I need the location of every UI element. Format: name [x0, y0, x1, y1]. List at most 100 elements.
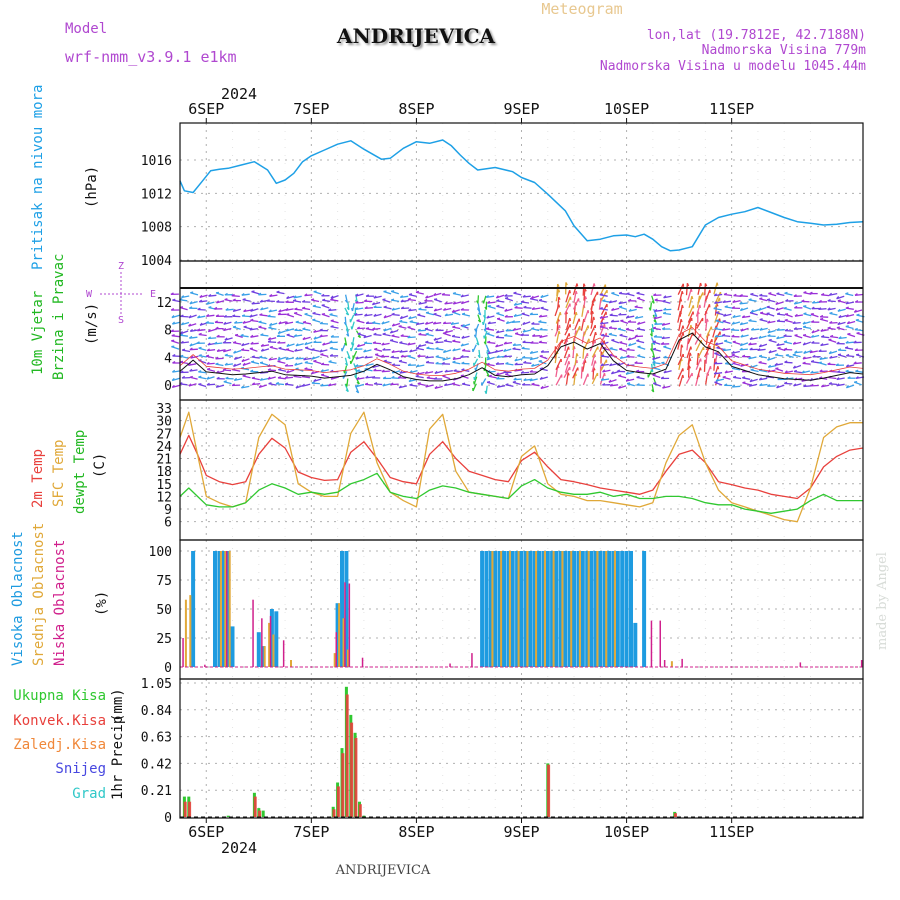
- wind-arrow: [538, 299, 547, 303]
- wind-arrow-head: [846, 353, 850, 357]
- wind-arrow-head: [714, 381, 718, 383]
- wind-arrow-head: [838, 336, 842, 340]
- wind-arrow-head: [827, 362, 831, 365]
- wind-arrow-head: [407, 297, 411, 301]
- wind-arrow: [293, 312, 303, 317]
- x-tick-label-top: 6SEP: [188, 100, 224, 118]
- precip-convective-bar: [336, 786, 340, 817]
- wind-arrow-head: [225, 376, 229, 380]
- wind-arrow-head: [637, 296, 641, 299]
- wind-arrow-head: [443, 339, 448, 342]
- wind-arrow-head: [189, 328, 194, 332]
- wind-arrow-head: [363, 341, 368, 344]
- wind-arrow-head: [222, 349, 226, 353]
- wind-arrow: [564, 303, 571, 315]
- wind-arrow: [460, 294, 469, 298]
- wind-arrow-head: [625, 378, 629, 382]
- wind-arrow-head: [768, 292, 772, 295]
- wind-arrow: [619, 341, 628, 346]
- wind-arrow: [811, 334, 820, 338]
- y-tick-label: 1016: [141, 154, 172, 169]
- wind-arrow-head: [260, 348, 264, 352]
- wind-compass-rose: Z W E S: [86, 261, 156, 326]
- wind-arrow-head: [322, 298, 326, 301]
- wind-arrow-head: [259, 377, 263, 381]
- cloud-high-bar: [620, 551, 625, 667]
- wind-arrow-head: [293, 295, 297, 299]
- wind-arrow-head: [845, 292, 849, 295]
- wind-arrow: [599, 323, 606, 336]
- wind-arrow-head: [188, 383, 192, 387]
- wind-arrow-head: [426, 376, 430, 379]
- wind-arrow-head: [503, 341, 507, 345]
- wind-arrow-head: [663, 370, 667, 374]
- wind-arrow-head: [293, 334, 297, 337]
- wind-arrow-head: [837, 348, 842, 351]
- wind-arrow: [574, 325, 581, 338]
- wind-arrow-head: [690, 288, 693, 292]
- cloud-high-bar: [340, 551, 344, 667]
- wind-arrow-head: [391, 375, 395, 379]
- cloud-mid-bar: [342, 618, 345, 667]
- wind-arrow-head: [714, 334, 718, 338]
- wind-arrow-head: [476, 300, 479, 304]
- wind-arrow-head: [477, 354, 481, 359]
- wind-arrow-head: [198, 370, 202, 373]
- y-tick-label: 12: [156, 296, 172, 311]
- wind-arrow: [768, 364, 777, 368]
- wind-arrow-head: [529, 378, 533, 382]
- wind-arrow: [704, 283, 707, 296]
- wind-arrow-head: [390, 382, 394, 386]
- wind-arrow: [241, 349, 250, 352]
- wind-arrow-head: [829, 355, 833, 359]
- wind-arrow-head: [812, 354, 816, 358]
- wind-arrow-head: [750, 292, 754, 295]
- wind-arrow-head: [793, 327, 797, 330]
- wind-arrow: [531, 295, 540, 300]
- wind-arrow-head: [557, 289, 561, 293]
- wind-arrow-head: [312, 311, 316, 315]
- wind-arrow-head: [652, 360, 656, 364]
- wind-arrow-head: [240, 385, 245, 389]
- wind-arrow: [461, 300, 470, 305]
- wind-arrow-head: [681, 291, 684, 295]
- pressure-unit: (hPa): [84, 166, 100, 208]
- cloud-mid-bar: [228, 551, 231, 667]
- wind-arrow-head: [451, 334, 456, 338]
- cloud-high-bar: [480, 551, 485, 667]
- wind-arrow: [686, 317, 693, 330]
- wind-arrow: [295, 357, 304, 360]
- wind-arrow: [827, 300, 836, 303]
- wind-arrow-head: [829, 320, 833, 324]
- wind-arrow: [847, 333, 856, 338]
- wind-arrow: [496, 355, 505, 359]
- wind-arrow-head: [434, 298, 438, 301]
- wind-arrow-head: [365, 294, 370, 297]
- wind-arrow-head: [487, 300, 491, 304]
- wind-arrow-head: [529, 350, 533, 354]
- wind-arrow-head: [539, 367, 543, 370]
- wind-arrow-head: [233, 363, 236, 367]
- cloud-mid-bar: [290, 660, 292, 667]
- wind-arrow-head: [344, 342, 348, 346]
- wind-arrow-head: [223, 380, 227, 383]
- wind-arrow-head: [267, 376, 271, 380]
- wind-arrow: [652, 356, 661, 361]
- wind-arrow-head: [496, 317, 501, 320]
- wind-arrow-head: [250, 369, 254, 373]
- wind-arrow-head: [651, 329, 655, 333]
- wind-arrow-head: [311, 298, 315, 301]
- wind-arrow-head: [474, 367, 477, 371]
- wind-arrow-head: [206, 348, 210, 352]
- wind-arrow-head: [424, 298, 428, 302]
- precip-convective-bar: [253, 796, 257, 817]
- wind-arrow-head: [837, 370, 841, 373]
- wind-arrow: [759, 383, 768, 387]
- wind-arrow: [591, 353, 596, 366]
- wind-arrow-head: [653, 316, 657, 320]
- wind-arrow-head: [241, 348, 245, 351]
- wind-arrow-head: [198, 354, 202, 357]
- wind-arrow-head: [260, 307, 264, 311]
- wind-arrow-head: [599, 306, 603, 310]
- wind-arrow-head: [434, 370, 438, 374]
